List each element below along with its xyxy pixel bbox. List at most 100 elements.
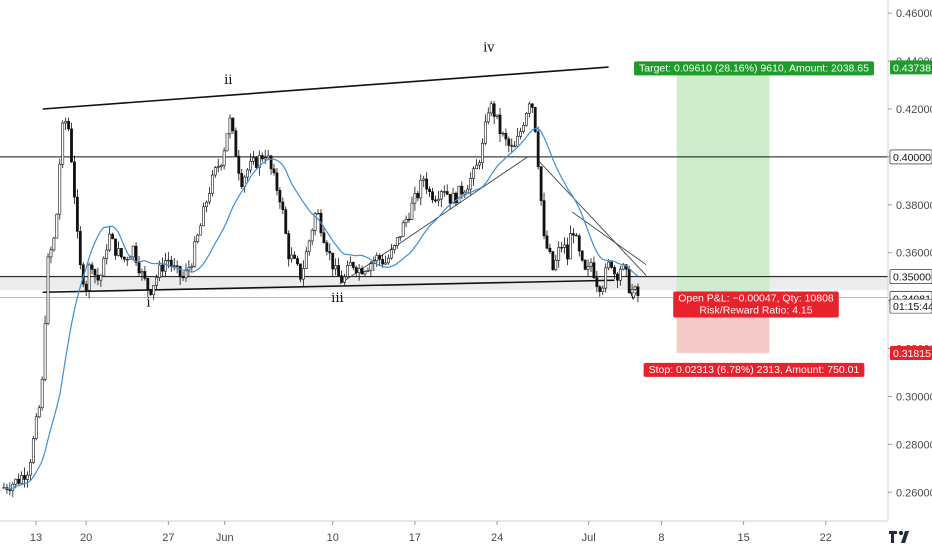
candle-body bbox=[577, 235, 581, 252]
candle bbox=[448, 194, 452, 210]
pnl-label-bg bbox=[673, 291, 839, 318]
candle bbox=[58, 158, 62, 220]
candle-body bbox=[237, 155, 241, 174]
candle bbox=[307, 239, 311, 256]
candle bbox=[545, 230, 549, 250]
candle bbox=[228, 114, 232, 139]
wave-label-ii: ii bbox=[224, 73, 232, 88]
candle bbox=[249, 153, 252, 174]
candle-body bbox=[451, 192, 455, 204]
wave-label-v: v bbox=[629, 288, 638, 303]
candle bbox=[598, 285, 602, 297]
candle-body bbox=[501, 132, 505, 135]
candle-body bbox=[369, 263, 373, 271]
candle-body bbox=[78, 231, 82, 266]
wave-label-i: i bbox=[146, 296, 150, 311]
price-tag-bg bbox=[890, 60, 932, 75]
candle bbox=[29, 458, 32, 480]
pnl-label-line1: Open P&L: −0.00047, Qty: 10808 bbox=[678, 293, 834, 305]
price-tag-bg bbox=[889, 269, 932, 284]
candle bbox=[481, 138, 484, 170]
candle-body bbox=[184, 269, 188, 279]
candle-body bbox=[187, 267, 191, 271]
candle-body bbox=[90, 264, 94, 270]
candle-body bbox=[307, 240, 311, 252]
candle-body bbox=[557, 247, 561, 261]
candle bbox=[539, 166, 543, 206]
x-tick-label: 17 bbox=[409, 532, 421, 544]
stop-label-text: Stop: 0.02313 (6.78%) 2313, Amount: 750.… bbox=[649, 364, 860, 376]
candle bbox=[190, 263, 194, 272]
candle-body bbox=[486, 112, 490, 123]
candle bbox=[105, 244, 109, 265]
candle bbox=[210, 169, 214, 197]
candle bbox=[434, 195, 437, 203]
candle-body bbox=[404, 218, 408, 224]
candle bbox=[392, 244, 396, 254]
candle-body bbox=[102, 258, 106, 276]
candle-body bbox=[322, 232, 326, 243]
candle-body bbox=[483, 121, 487, 144]
candle bbox=[610, 261, 613, 269]
candle bbox=[193, 236, 197, 268]
candle bbox=[486, 107, 490, 125]
candle-body bbox=[554, 260, 558, 271]
price-tag-label: 0.35000 bbox=[893, 272, 931, 284]
y-tick-label: 0.38000 bbox=[896, 200, 932, 212]
candle bbox=[143, 266, 147, 281]
candle bbox=[208, 187, 211, 205]
channel-upper-line bbox=[42, 66, 609, 110]
candle-body bbox=[304, 251, 308, 269]
candle-body bbox=[34, 416, 38, 439]
candle-body bbox=[560, 247, 564, 249]
candle-body bbox=[589, 262, 593, 267]
candle-body bbox=[378, 255, 382, 260]
candle-body bbox=[457, 185, 461, 204]
candle bbox=[205, 200, 208, 213]
candle-body bbox=[442, 191, 446, 193]
candle bbox=[255, 156, 258, 169]
candle bbox=[381, 254, 385, 268]
candle-body bbox=[14, 478, 18, 485]
candle bbox=[451, 187, 455, 204]
candle bbox=[636, 283, 640, 303]
candle bbox=[495, 114, 499, 120]
candle-body bbox=[343, 276, 346, 283]
candle-body bbox=[301, 268, 305, 280]
price-tag-bg bbox=[889, 149, 932, 165]
candle bbox=[457, 185, 461, 204]
candle-body bbox=[70, 128, 73, 163]
price-tag-bg bbox=[889, 298, 932, 314]
y-tick-label: 0.28000 bbox=[896, 439, 932, 451]
candle bbox=[219, 163, 223, 171]
candle-body bbox=[255, 157, 258, 168]
candle-body bbox=[146, 278, 150, 290]
candle bbox=[252, 151, 255, 165]
candle bbox=[266, 149, 270, 160]
candle-body bbox=[114, 238, 117, 256]
candle bbox=[284, 206, 288, 235]
candle-body bbox=[516, 135, 520, 147]
candle-body bbox=[463, 191, 467, 195]
candle bbox=[345, 260, 349, 279]
candle-body bbox=[489, 103, 493, 114]
candle bbox=[507, 136, 511, 153]
candle-body bbox=[401, 222, 405, 237]
candle bbox=[257, 150, 261, 176]
y-tick-label: 0.30000 bbox=[896, 391, 932, 403]
x-tick-label: 8 bbox=[658, 532, 664, 544]
candle-body bbox=[551, 251, 555, 271]
candle-body bbox=[618, 268, 622, 281]
candle-body bbox=[105, 249, 109, 259]
candle bbox=[301, 260, 305, 286]
candle bbox=[395, 236, 399, 249]
candle-body bbox=[275, 172, 279, 191]
candle bbox=[117, 241, 120, 257]
candle bbox=[87, 262, 91, 299]
candle-body bbox=[75, 196, 79, 232]
candle-body bbox=[466, 188, 470, 193]
candle bbox=[557, 241, 561, 268]
candle bbox=[501, 131, 505, 137]
candle bbox=[26, 471, 29, 488]
